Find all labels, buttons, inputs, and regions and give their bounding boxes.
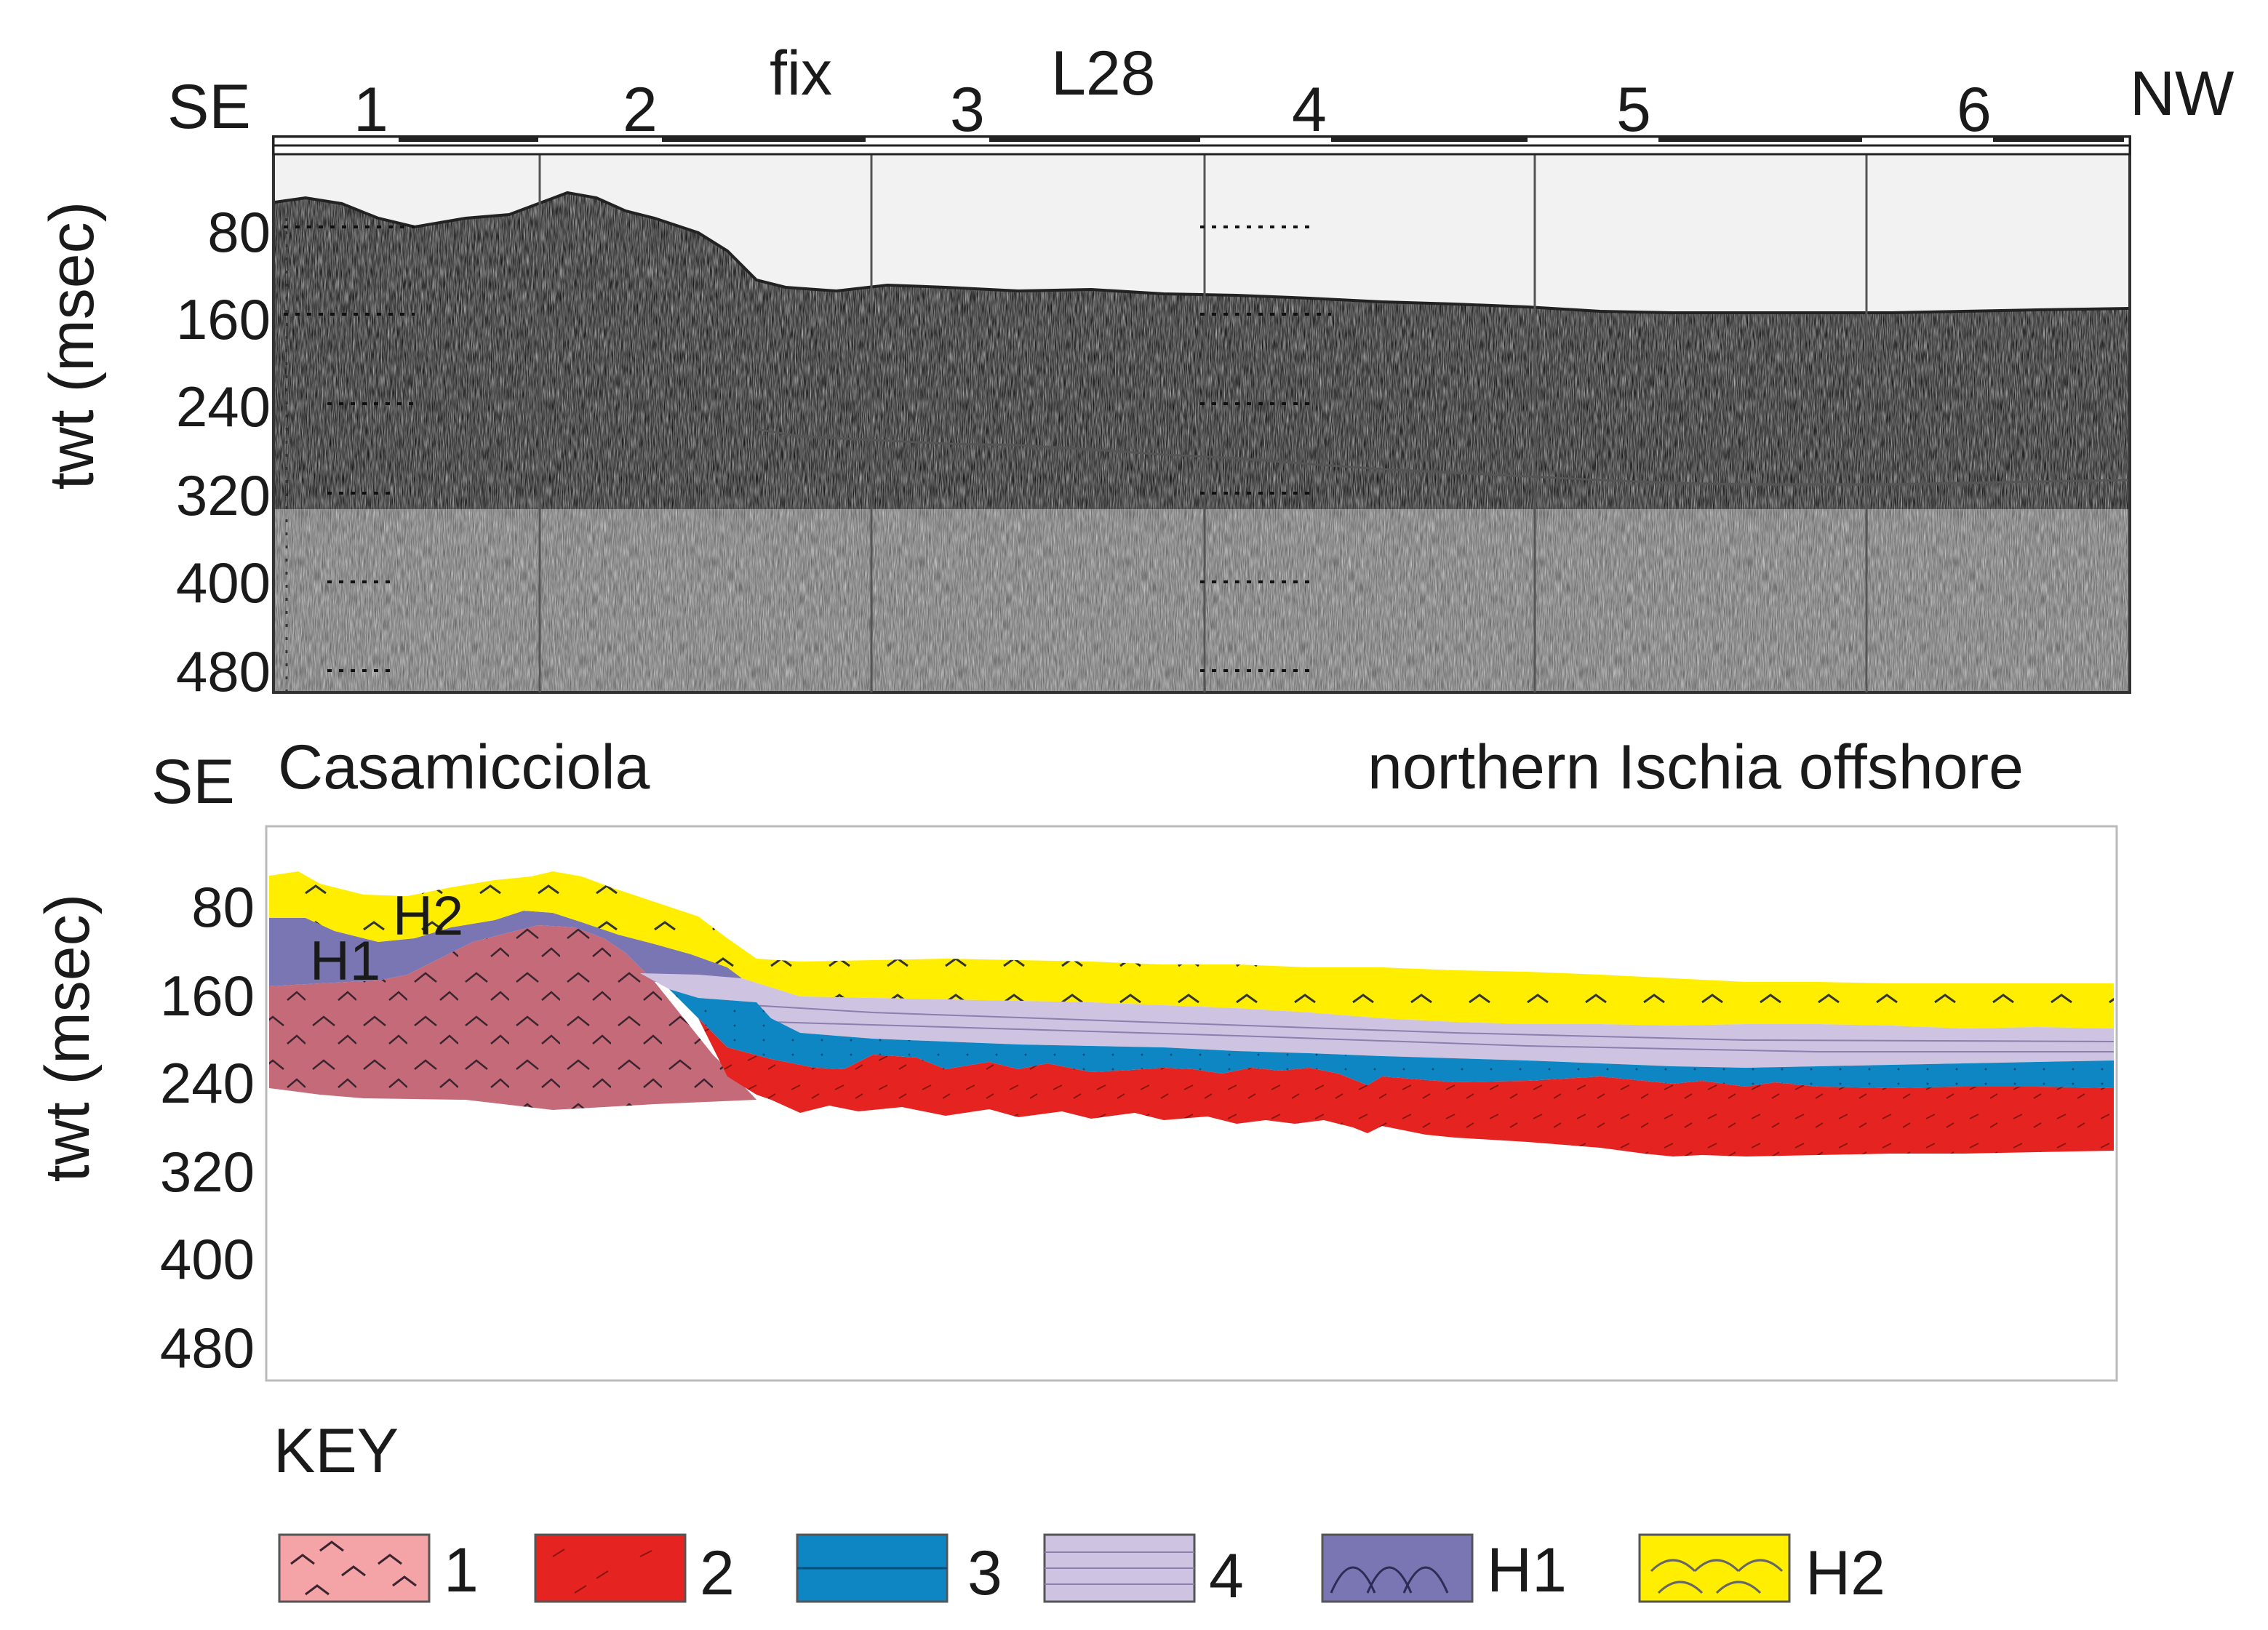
- fix-label: fix: [770, 39, 832, 108]
- top-orientation-left: SE: [167, 72, 251, 142]
- line-label: L28: [1051, 39, 1156, 108]
- key-swatch-h1: [1321, 1533, 1474, 1603]
- interpreted-section: [265, 825, 2118, 1382]
- casamicciola-label: Casamicciola: [278, 732, 650, 802]
- top-orientation-right: NW: [2130, 59, 2235, 129]
- fix-number-3: 3: [950, 75, 985, 145]
- fix-number-2: 2: [623, 75, 658, 145]
- key-swatch-3: [796, 1533, 949, 1603]
- key-label-3: 3: [967, 1538, 1002, 1608]
- northern-ischia-offshore-label: northern Ischia offshore: [1367, 732, 2024, 802]
- key-swatch-1: [278, 1533, 431, 1603]
- bottom-y-tick-240: 240: [159, 1051, 255, 1115]
- fix-number-4: 4: [1292, 75, 1327, 145]
- unit-1-shape: [269, 925, 756, 1110]
- bottom-orientation-left: SE: [151, 747, 235, 817]
- unit-4-shape: [640, 973, 2115, 1068]
- top-y-tick-240: 240: [175, 375, 271, 439]
- key-label-4: 4: [1209, 1541, 1244, 1611]
- fix-number-5: 5: [1616, 75, 1651, 145]
- unit-label-h2: H2: [393, 885, 464, 947]
- key-swatch-h2: [1638, 1533, 1791, 1603]
- key-label-h1: H1: [1487, 1535, 1567, 1605]
- key-swatches: [278, 1533, 1791, 1603]
- key-title: KEY: [273, 1416, 399, 1486]
- unit-3-shape: [669, 989, 2114, 1088]
- unit-label-h1: H1: [310, 930, 381, 992]
- key-label-h2: H2: [1805, 1538, 1885, 1608]
- fix-number-1: 1: [354, 75, 388, 145]
- unit-h2-shape: [269, 871, 2114, 1028]
- bottom-y-tick-480: 480: [159, 1316, 255, 1380]
- top-y-tick-160: 160: [175, 287, 271, 351]
- fix-number-6: 6: [1957, 75, 1992, 145]
- top-y-tick-80: 80: [207, 200, 271, 264]
- key-label-2: 2: [700, 1538, 735, 1608]
- bottom-y-tick-80: 80: [191, 875, 255, 939]
- bottom-y-tick-320: 320: [159, 1140, 255, 1204]
- bottom-y-tick-160: 160: [159, 964, 255, 1028]
- top-y-tick-400: 400: [175, 551, 271, 615]
- unit-2-shape: [698, 1018, 2114, 1156]
- bottom-y-tick-400: 400: [159, 1227, 255, 1291]
- seismic-section: [272, 135, 2131, 694]
- top-y-tick-480: 480: [175, 639, 271, 703]
- unit-h1-shape: [269, 911, 742, 986]
- key-swatch-4: [1043, 1533, 1196, 1603]
- key-swatch-2: [534, 1533, 687, 1603]
- bottom-y-axis-label: twt (msec): [33, 893, 103, 1183]
- top-y-tick-320: 320: [175, 463, 271, 527]
- key-label-1: 1: [444, 1535, 479, 1605]
